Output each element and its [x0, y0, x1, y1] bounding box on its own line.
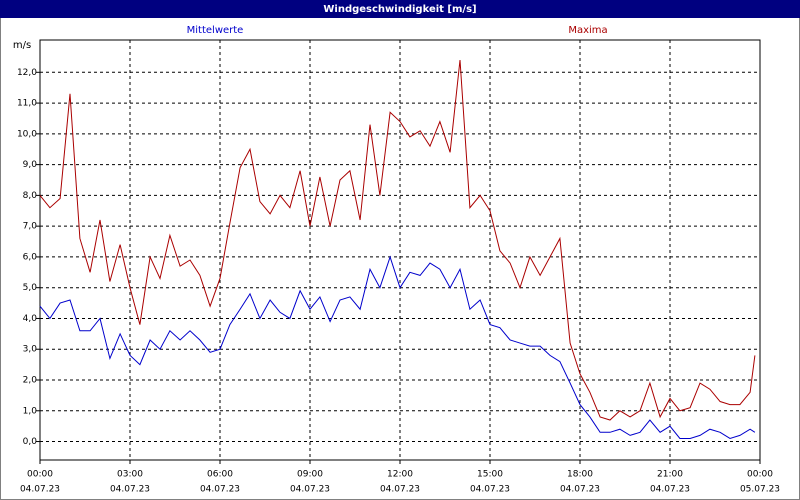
- y-tick-label: 1,0: [23, 406, 38, 416]
- title-bar: [0, 0, 800, 18]
- x-tick-label: 09:00: [297, 470, 323, 480]
- y-tick-label: 6,0: [23, 252, 38, 262]
- y-tick-label: 10,0: [17, 129, 37, 139]
- y-tick-label: 12,0: [17, 68, 37, 78]
- y-tick-label: 8,0: [23, 191, 38, 201]
- y-tick-label: 3,0: [23, 345, 38, 355]
- x-tick-date: 04.07.23: [20, 485, 60, 495]
- x-tick-label: 21:00: [657, 470, 683, 480]
- x-tick-date: 04.07.23: [380, 485, 420, 495]
- y-tick-label: 4,0: [23, 314, 38, 324]
- x-tick-label: 00:00: [747, 470, 773, 480]
- data-line: [39, 255, 756, 440]
- y-tick-label: 5,0: [23, 283, 38, 293]
- legend-entry: Mittelwerte: [187, 25, 244, 36]
- data-line: [39, 59, 756, 421]
- x-tick-date: 04.07.23: [110, 485, 150, 495]
- x-tick-date: 04.07.23: [200, 485, 240, 495]
- chart-title: Windgeschwindigkeit [m/s]: [323, 4, 476, 15]
- y-tick-label: 0,0: [23, 437, 38, 447]
- x-tick-label: 18:00: [567, 470, 593, 480]
- x-tick-date: 04.07.23: [290, 485, 330, 495]
- x-tick-label: 03:00: [117, 470, 143, 480]
- x-tick-date: 05.07.23: [740, 485, 780, 495]
- x-tick-label: 00:00: [27, 470, 53, 480]
- y-tick-label: 9,0: [23, 160, 38, 170]
- plot-area: 0,0 1,0 2,0 3,0 4,0 5,0 6,0 7,0 8,0 9,0 10,0 11,0 12…: [17, 39, 780, 495]
- x-tick-label: 12:00: [387, 470, 413, 480]
- legend-entry: Maxima: [568, 25, 607, 36]
- y-tick-label: 2,0: [23, 376, 38, 386]
- y-tick-label: 7,0: [23, 222, 38, 232]
- y-tick-label: 11,0: [17, 99, 37, 109]
- x-tick-date: 04.07.23: [560, 485, 600, 495]
- y-axis-label: m/s: [13, 40, 31, 51]
- x-tick-date: 04.07.23: [650, 485, 690, 495]
- x-tick-label: 06:00: [207, 470, 233, 480]
- x-tick-date: 04.07.23: [470, 485, 510, 495]
- x-tick-label: 15:00: [477, 470, 503, 480]
